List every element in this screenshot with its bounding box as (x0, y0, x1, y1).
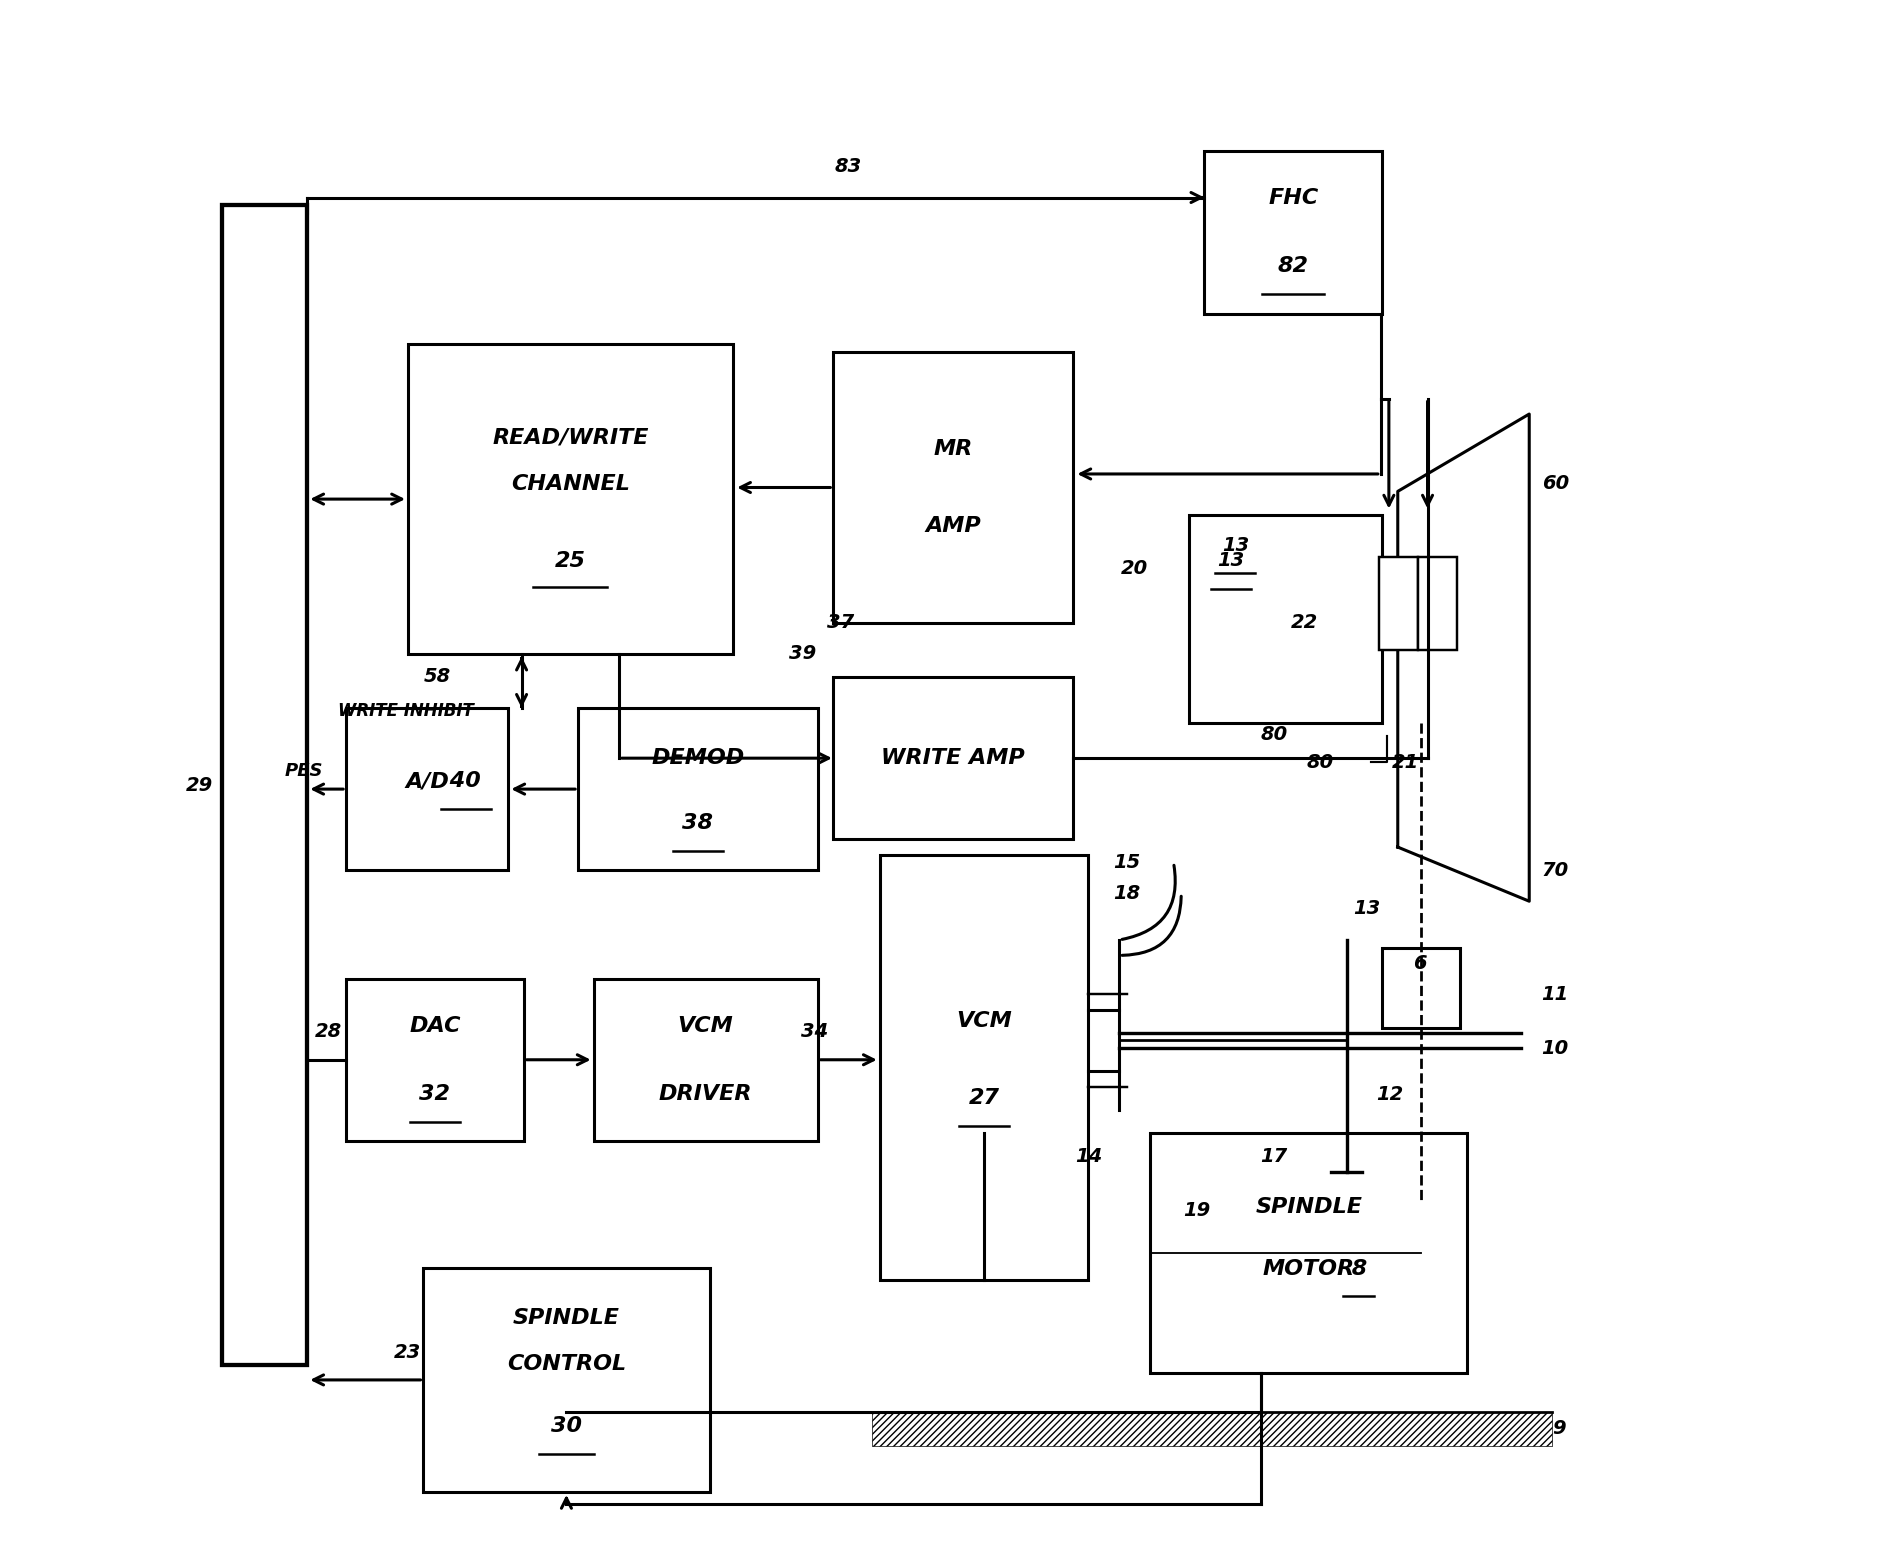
Text: DAC: DAC (408, 1015, 461, 1036)
Text: 18: 18 (1112, 883, 1140, 903)
Text: 34: 34 (800, 1023, 828, 1042)
Text: 22: 22 (1291, 613, 1317, 633)
Text: 27: 27 (967, 1088, 999, 1109)
Text: PES: PES (284, 762, 322, 779)
Text: DEMOD: DEMOD (651, 748, 743, 768)
Text: 80: 80 (1306, 753, 1332, 771)
Text: 15: 15 (1112, 854, 1140, 872)
Text: 23: 23 (393, 1342, 422, 1362)
Text: MOTOR: MOTOR (1263, 1258, 1355, 1278)
Bar (593, 978, 817, 1141)
Bar (879, 855, 1088, 1280)
Bar (1204, 151, 1381, 314)
Bar (1381, 947, 1459, 1028)
Text: CHANNEL: CHANNEL (510, 474, 629, 493)
Text: 17: 17 (1259, 1148, 1287, 1166)
Text: 39: 39 (789, 644, 815, 664)
Text: 12: 12 (1376, 1085, 1402, 1104)
Text: 13: 13 (1353, 899, 1380, 919)
Bar (834, 676, 1073, 840)
Text: 40: 40 (442, 771, 480, 791)
Text: 83: 83 (834, 157, 862, 176)
Text: 9: 9 (1551, 1420, 1566, 1438)
Text: 32: 32 (420, 1084, 450, 1104)
Text: 60: 60 (1541, 474, 1568, 493)
Text: 8: 8 (1344, 1258, 1366, 1278)
Text: SPINDLE: SPINDLE (512, 1308, 619, 1328)
Bar (578, 708, 817, 871)
Text: 20: 20 (1120, 560, 1148, 578)
Text: VCM: VCM (956, 1011, 1011, 1031)
Bar (834, 351, 1073, 624)
Text: WRITE INHIBIT: WRITE INHIBIT (339, 701, 474, 720)
Text: 80: 80 (1259, 726, 1287, 745)
Text: DRIVER: DRIVER (659, 1084, 753, 1104)
Text: SPINDLE: SPINDLE (1255, 1197, 1361, 1216)
Text: 29: 29 (184, 776, 213, 795)
Bar (1417, 558, 1457, 650)
Text: 21: 21 (1391, 753, 1419, 771)
Text: 19: 19 (1182, 1200, 1210, 1221)
Text: 13: 13 (1221, 536, 1248, 555)
Bar (346, 978, 523, 1141)
Text: READ/WRITE: READ/WRITE (491, 428, 647, 448)
Text: 13: 13 (1216, 552, 1244, 571)
Text: 10: 10 (1541, 1039, 1568, 1057)
Text: 37: 37 (826, 613, 854, 633)
Text: WRITE AMP: WRITE AMP (881, 748, 1024, 768)
Bar (1378, 558, 1417, 650)
Bar (408, 345, 732, 653)
Text: 30: 30 (551, 1417, 582, 1437)
Text: 82: 82 (1278, 257, 1308, 277)
Text: VCM: VCM (678, 1015, 734, 1036)
Text: A/D: A/D (405, 771, 450, 791)
Text: 6: 6 (1413, 953, 1427, 972)
Text: 70: 70 (1541, 861, 1568, 880)
Text: 11: 11 (1541, 984, 1568, 1003)
Text: 38: 38 (681, 813, 713, 833)
Bar (1150, 1134, 1466, 1373)
Bar (1188, 515, 1381, 723)
Bar (423, 1267, 710, 1493)
Text: 28: 28 (314, 1023, 343, 1042)
Text: 58: 58 (423, 667, 450, 686)
Text: MR: MR (933, 439, 973, 459)
Text: 25: 25 (555, 550, 585, 571)
Text: AMP: AMP (924, 516, 981, 536)
Text: FHC: FHC (1268, 188, 1317, 208)
Bar (346, 708, 508, 871)
Text: CONTROL: CONTROL (506, 1354, 625, 1375)
Bar (222, 205, 307, 1365)
Text: 14: 14 (1075, 1148, 1101, 1166)
